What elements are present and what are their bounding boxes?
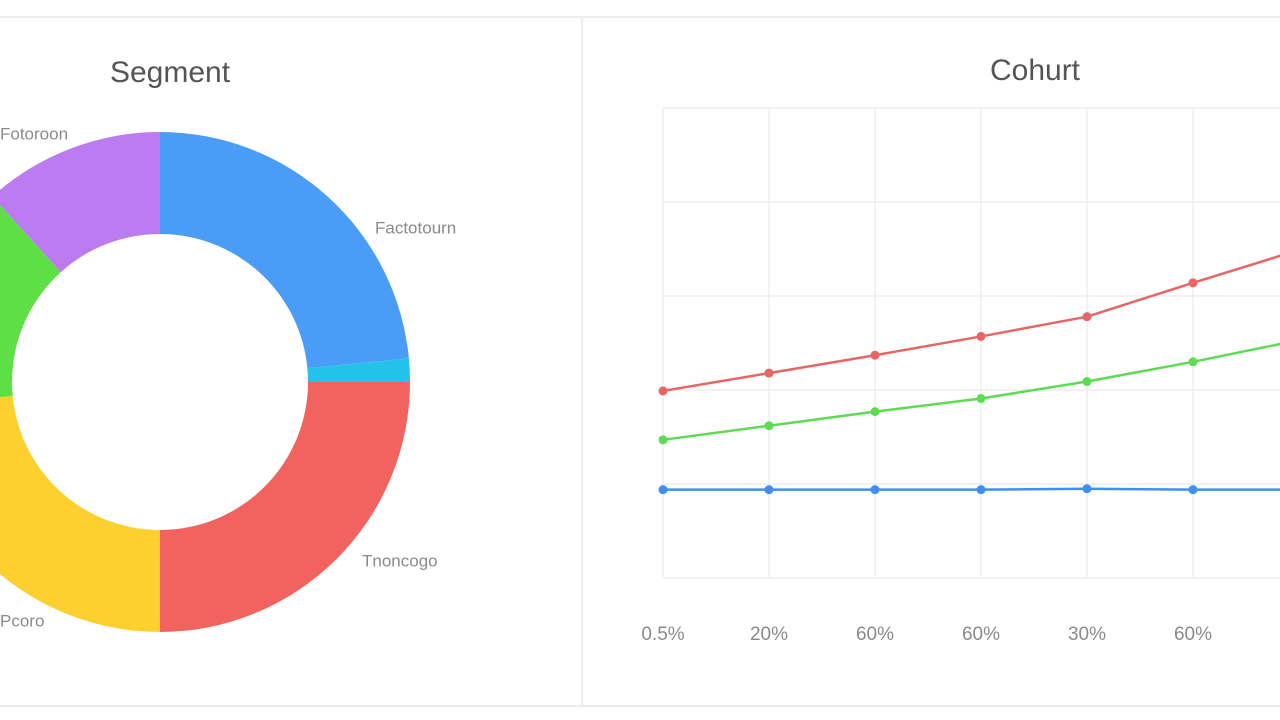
line-chart: 0.5%20%60%60%30%60%1 [641, 107, 1280, 645]
segment-label: Tnoncogo [362, 551, 438, 570]
data-point [1082, 484, 1092, 494]
data-point [976, 393, 986, 403]
x-tick-label: 20% [750, 624, 788, 645]
segment-label: Factotourn [375, 218, 456, 237]
data-point [870, 350, 880, 360]
donut-segment [0, 132, 160, 273]
data-point [976, 331, 986, 341]
data-point [870, 485, 880, 495]
donut-segment [160, 132, 409, 369]
data-point [658, 485, 668, 495]
data-point [1082, 377, 1092, 387]
donut-chart [0, 132, 410, 632]
data-point [870, 407, 880, 417]
x-tick-label: 60% [962, 624, 1000, 645]
chart-title: Cohurt [990, 54, 1081, 87]
donut-segment [0, 395, 160, 632]
x-tick-label: 0.5% [641, 624, 684, 645]
segment-label: Fotoroon [0, 124, 68, 143]
donut-segment [0, 205, 61, 398]
data-point [764, 368, 774, 378]
segment-label: Pcoro [0, 611, 44, 630]
x-tick-label: 60% [856, 624, 894, 645]
chart-title: Segment [110, 56, 231, 89]
donut-segment [307, 358, 410, 382]
data-point [1188, 278, 1198, 288]
data-point [764, 421, 774, 431]
data-point [1188, 357, 1198, 367]
data-point [1082, 312, 1092, 322]
data-point [1188, 485, 1198, 495]
data-point [976, 485, 986, 495]
x-tick-label: 60% [1174, 624, 1212, 645]
series-line [663, 487, 1280, 491]
data-point [764, 485, 774, 495]
series-line [662, 254, 1280, 393]
data-point [658, 386, 668, 396]
x-tick-label: 30% [1068, 624, 1106, 645]
donut-segment [160, 382, 410, 632]
data-point [658, 435, 668, 445]
